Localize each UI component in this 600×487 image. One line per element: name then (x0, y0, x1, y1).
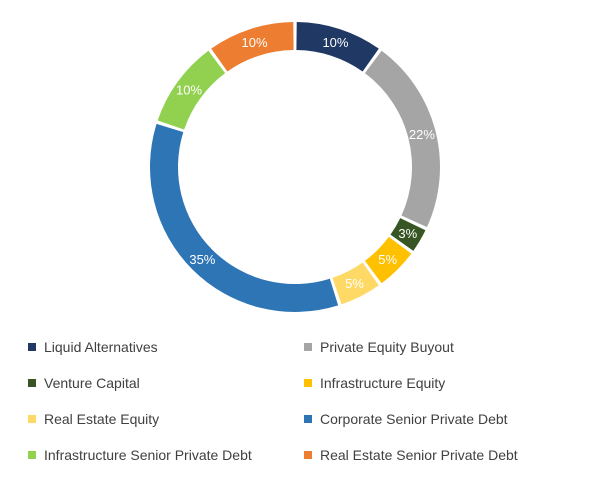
legend-item-1: Liquid Alternatives (28, 336, 304, 357)
donut-slice-8 (211, 22, 294, 72)
legend-item-4: Infrastructure Equity (304, 372, 580, 393)
legend-label-3: Venture Capital (44, 374, 140, 391)
legend-label-7: Infrastructure Senior Private Debt (44, 446, 252, 463)
donut-chart: 10% 22% 3% 5% 5% 35% 10% 10% (150, 22, 440, 313)
legend-swatch-2 (304, 342, 312, 351)
donut-slice-1 (296, 22, 379, 72)
legend-swatch-4 (304, 378, 312, 387)
legend-item-6: Corporate Senior Private Debt (304, 408, 580, 429)
slice-data-label-2: 22% (409, 127, 435, 142)
legend-label-1: Liquid Alternatives (44, 338, 158, 355)
chart-legend: Liquid Alternatives Private Equity Buyout… (28, 336, 600, 465)
legend-item-7: Infrastructure Senior Private Debt (28, 444, 304, 465)
legend-label-8: Real Estate Senior Private Debt (320, 446, 518, 463)
legend-label-2: Private Equity Buyout (320, 338, 454, 355)
slice-data-label-8: 10% (242, 35, 268, 50)
donut-slice-4 (364, 236, 412, 284)
donut-slice-7 (157, 50, 226, 130)
slice-data-label-7: 10% (176, 83, 202, 98)
legend-item-8: Real Estate Senior Private Debt (304, 444, 580, 465)
slice-data-label-6: 35% (189, 252, 215, 267)
legend-swatch-8 (304, 450, 312, 459)
legend-label-4: Infrastructure Equity (320, 374, 446, 391)
donut-slice-3 (390, 218, 426, 251)
legend-swatch-3 (28, 378, 36, 387)
slice-data-label-5: 5% (345, 276, 364, 291)
legend-item-5: Real Estate Equity (28, 408, 304, 429)
donut-slice-6 (150, 123, 339, 313)
legend-label-6: Corporate Senior Private Debt (320, 410, 508, 427)
legend-swatch-5 (28, 414, 36, 423)
donut-slice-5 (332, 262, 379, 305)
donut-chart-svg: 10%22%3%5%5%35%10%10% (150, 22, 440, 313)
donut-slice-2 (364, 50, 440, 228)
legend-swatch-7 (28, 450, 36, 459)
legend-item-3: Venture Capital (28, 372, 304, 393)
slice-data-label-1: 10% (322, 35, 348, 50)
legend-swatch-6 (304, 414, 312, 423)
legend-label-5: Real Estate Equity (44, 410, 160, 427)
legend-item-2: Private Equity Buyout (304, 336, 580, 357)
slice-data-label-3: 3% (398, 226, 417, 241)
legend-swatch-1 (28, 342, 36, 351)
slice-data-label-4: 5% (378, 252, 397, 267)
